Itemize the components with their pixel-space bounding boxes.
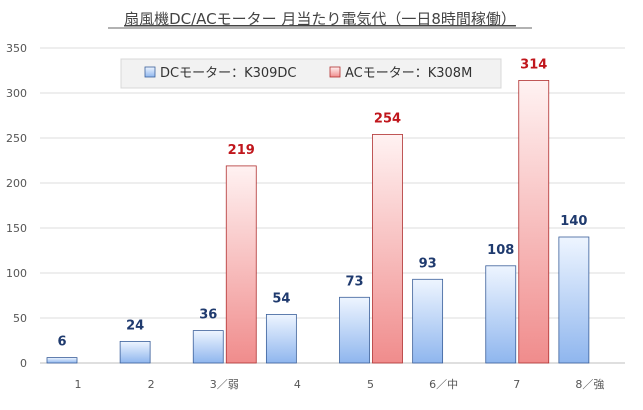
- legend-swatch-ac: [329, 66, 341, 78]
- data-label-ac: 254: [374, 111, 401, 126]
- legend-swatch-dc: [144, 66, 156, 78]
- data-label-dc: 73: [345, 274, 363, 289]
- y-tick-label: 350: [6, 42, 27, 55]
- x-tick-label: 8／強: [575, 378, 604, 391]
- legend-label-dc: DCモーター：K309DC: [160, 66, 297, 81]
- data-label-dc: 93: [419, 256, 437, 271]
- chart-title: 扇風機DC/ACモーター 月当たり電気代（一日8時間稼働）: [124, 10, 516, 28]
- data-label-dc: 54: [272, 291, 290, 306]
- x-tick-label: 7: [513, 378, 520, 391]
- data-label-ac: 219: [228, 143, 255, 158]
- bar-ac: [372, 133, 403, 364]
- data-label-dc: 108: [487, 243, 514, 258]
- y-tick-label: 50: [13, 312, 27, 325]
- y-tick-label: 300: [6, 87, 27, 100]
- y-tick-label: 100: [6, 267, 27, 280]
- y-tick-label: 200: [6, 177, 27, 190]
- bars: [46, 80, 590, 364]
- y-axis-tick-labels: 0 50 100 150 200 250 300 350: [6, 42, 27, 370]
- bar-dc: [412, 278, 444, 364]
- bar-dc: [46, 357, 78, 364]
- data-labels: 6 24 36 219 54 73 254 93 108 314 140: [57, 57, 587, 349]
- legend-label-ac: ACモーター：K308M: [345, 66, 472, 81]
- data-label-ac: 314: [520, 57, 547, 72]
- x-tick-label: 6／中: [429, 378, 458, 391]
- x-tick-label: 2: [148, 378, 155, 391]
- x-axis-tick-labels: 1 2 3／弱 4 5 6／中 7 8／強: [75, 378, 605, 391]
- x-tick-label: 1: [75, 378, 82, 391]
- bar-dc: [558, 236, 590, 364]
- data-label-dc: 24: [126, 318, 144, 333]
- data-label-dc: 140: [560, 214, 587, 229]
- y-tick-label: 250: [6, 132, 27, 145]
- legend-box: [120, 58, 502, 89]
- bar-dc: [265, 313, 297, 364]
- bar-dc: [192, 330, 224, 364]
- data-label-dc: 6: [57, 335, 66, 350]
- legend: DCモーター：K309DC ACモーター：K308M: [120, 58, 502, 89]
- x-tick-label: 3／弱: [210, 378, 239, 391]
- bar-dc: [485, 265, 517, 364]
- y-tick-label: 0: [20, 357, 27, 370]
- y-tick-label: 150: [6, 222, 27, 235]
- bar-dc: [339, 296, 370, 364]
- bar-dc: [119, 340, 151, 364]
- bar-ac: [518, 80, 550, 364]
- x-tick-label: 5: [367, 378, 374, 391]
- x-tick-label: 4: [294, 378, 301, 391]
- bar-ac: [225, 165, 257, 364]
- data-label-dc: 36: [199, 308, 217, 323]
